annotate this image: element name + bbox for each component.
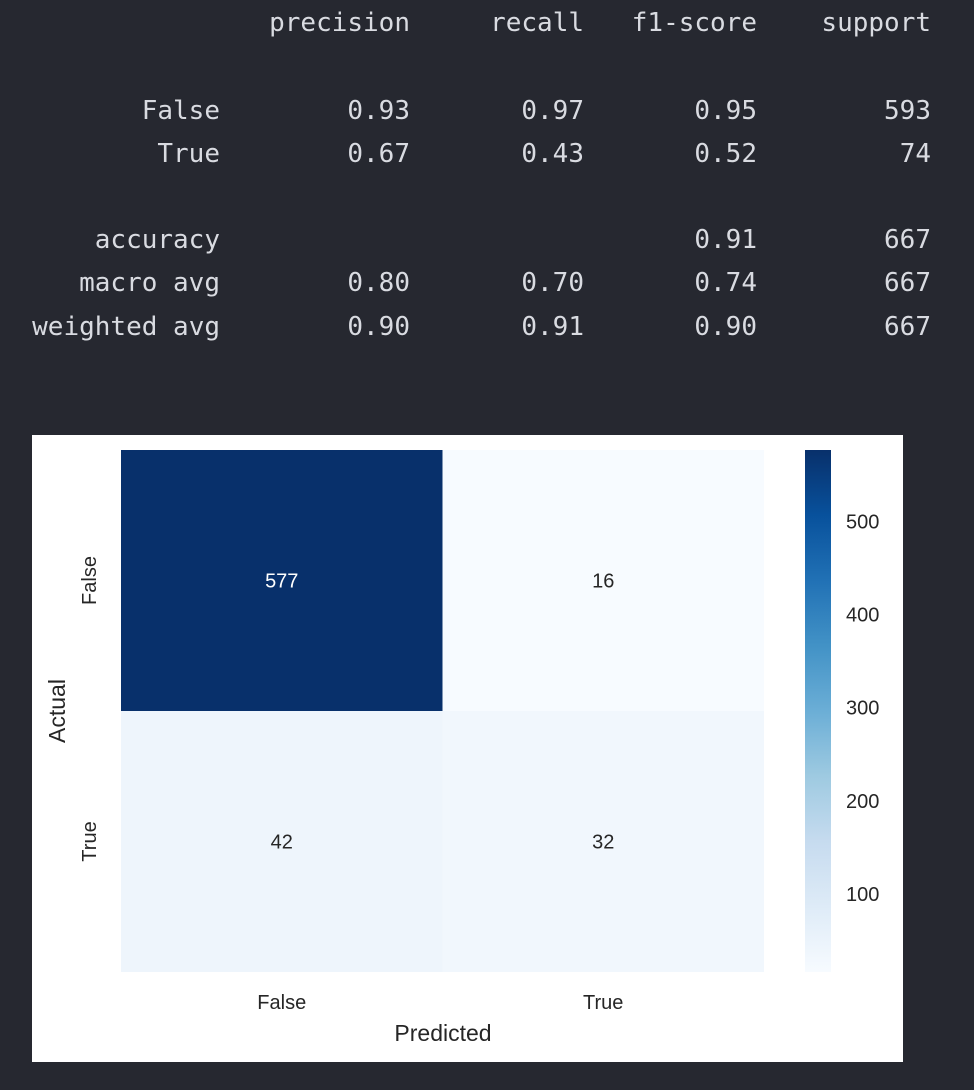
- heatmap-cell: [121, 711, 443, 972]
- y-tick-label: False: [79, 556, 101, 605]
- report-cell-f1: 0.52: [694, 139, 757, 169]
- y-axis-label: Actual: [44, 679, 70, 743]
- heatmap-cell: [442, 450, 764, 711]
- report-cell-recall: 0.91: [521, 312, 584, 342]
- heatmap-cell: [442, 711, 764, 972]
- x-tick-label: True: [583, 992, 623, 1014]
- report-cell-precision: 0.90: [347, 312, 410, 342]
- report-row-label: macro avg: [79, 268, 220, 298]
- report-cell-recall: 0.70: [521, 268, 584, 298]
- report-header-support: support: [821, 8, 931, 38]
- report-header-f1-score: f1-score: [631, 8, 757, 38]
- report-cell-support: 667: [884, 225, 931, 255]
- heatmap-cell-label: 16: [592, 571, 614, 593]
- heatmap-cell-label: 32: [592, 832, 614, 854]
- x-tick-label: False: [257, 992, 306, 1014]
- report-header-precision: precision: [269, 8, 410, 38]
- heatmap-cell: [121, 450, 443, 711]
- classification-report: precision recall f1-score support False 0.93 0…: [0, 0, 974, 380]
- report-row-label: False: [141, 96, 220, 126]
- report-cell-recall: 0.97: [521, 96, 584, 126]
- report-row-label: weighted avg: [32, 312, 220, 342]
- confusion-matrix-figure: 577 16 42 32 False True False True 100 200 300 4…: [32, 435, 903, 1062]
- colorbar-tick-label: 300: [846, 698, 879, 720]
- report-cell-support: 667: [884, 268, 931, 298]
- report-header-recall: recall: [490, 8, 584, 38]
- x-axis-label: Predicted: [394, 1020, 491, 1046]
- heatmap-cell-label: 42: [271, 832, 293, 854]
- report-cell-support: 593: [884, 96, 931, 126]
- y-tick-label: True: [79, 821, 101, 861]
- report-cell-recall: 0.43: [521, 139, 584, 169]
- report-cell-f1: 0.91: [694, 225, 757, 255]
- colorbar: [805, 450, 831, 972]
- report-row-label: True: [157, 139, 220, 169]
- report-cell-f1: 0.95: [694, 96, 757, 126]
- heatmap-cell-label: 577: [265, 571, 298, 593]
- colorbar-tick-label: 400: [846, 605, 879, 627]
- report-cell-precision: 0.93: [347, 96, 410, 126]
- colorbar-tick-label: 100: [846, 884, 879, 906]
- report-cell-f1: 0.74: [694, 268, 757, 298]
- confusion-matrix-heatmap: 577 16 42 32 False True False True 100 200 300 4…: [44, 450, 879, 1046]
- report-row-label: accuracy: [94, 225, 220, 255]
- report-cell-precision: 0.67: [347, 139, 410, 169]
- report-cell-precision: 0.80: [347, 268, 410, 298]
- colorbar-tick-label: 200: [846, 791, 879, 813]
- colorbar-tick-label: 500: [846, 512, 879, 534]
- report-cell-f1: 0.90: [694, 312, 757, 342]
- report-cell-support: 74: [899, 139, 931, 169]
- report-cell-support: 667: [884, 312, 931, 342]
